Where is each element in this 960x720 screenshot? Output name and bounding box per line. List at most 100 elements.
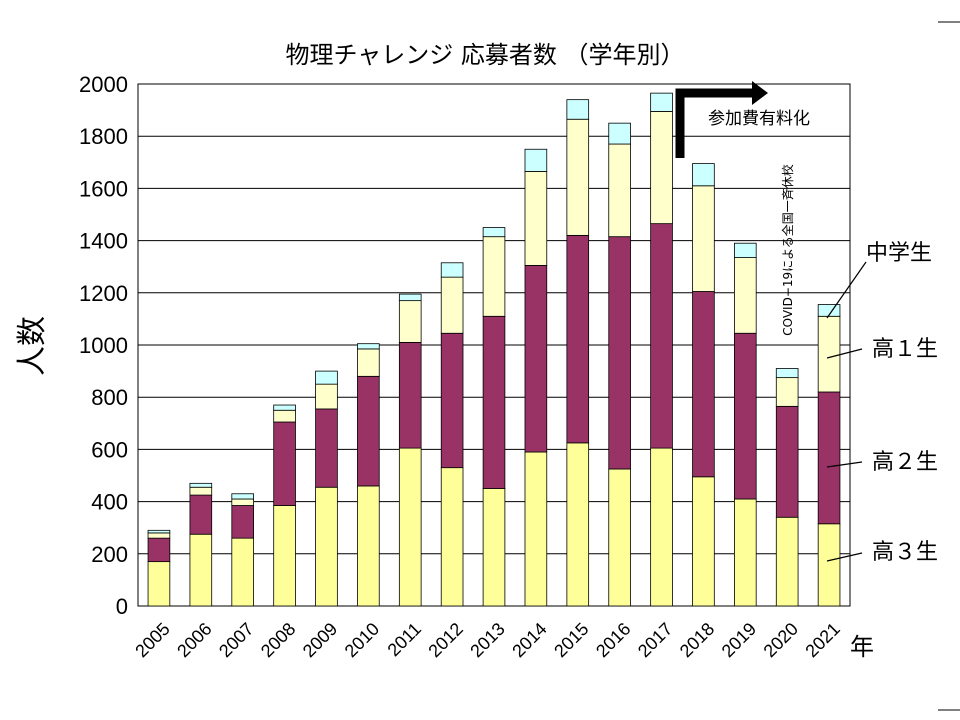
bar-segment-2010-s3 (357, 343, 380, 350)
bar-segment-2020-s2 (775, 377, 799, 407)
legend-kou2: 高２生 (872, 450, 938, 475)
bar-segment-2011-s2 (398, 300, 422, 343)
bar-segment-2016-s3 (608, 122, 631, 145)
legend-chugakusei: 中学生 (866, 241, 932, 266)
bar-segment-2012-s1 (440, 332, 464, 469)
bar-segment-2017-s0 (650, 447, 673, 607)
bars (147, 92, 841, 607)
bar-segment-2016-s0 (608, 468, 631, 607)
bar-segment-2015-s2 (566, 118, 590, 236)
bar-segment-2013-s2 (482, 236, 506, 317)
bar-segment-2020-s1 (775, 405, 799, 518)
y-tick-label: 1400 (79, 229, 128, 254)
x-tick-labels: 2005 2006 2007 2008 2009 2010 2011 2012 2013 2014… (131, 619, 844, 661)
y-tick-label: 600 (91, 437, 128, 462)
bar-segment-2011-s3 (398, 293, 422, 302)
bar-segment-2005-s0 (147, 561, 171, 607)
bar-segment-2008-s3 (273, 404, 296, 411)
bar-segment-2007-s1 (231, 505, 254, 539)
bar-segment-2009-s1 (315, 408, 338, 488)
legend: 中学生 高１生 高２生 高３生 (826, 241, 938, 565)
bar-segment-2009-s3 (315, 370, 338, 385)
bar-segment-2008-s1 (273, 421, 296, 506)
x-tick-label: 2017 (634, 619, 676, 661)
covid-annotation-label: COVID−19による全国一斉休校 (780, 164, 795, 336)
bar-segment-2006-s1 (189, 494, 213, 535)
bar-segment-2015-s3 (566, 99, 590, 120)
bar-segment-2014-s0 (524, 451, 548, 607)
bar-segment-2017-s1 (650, 223, 673, 449)
bar-segment-2009-s2 (315, 383, 338, 410)
fee-arrow-head (752, 81, 768, 105)
x-tick-label: 2009 (299, 619, 341, 661)
bar-segment-2005-s2 (147, 532, 171, 539)
bar-segment-2020-s3 (775, 368, 799, 379)
y-tick-label: 200 (91, 542, 128, 567)
bar-segment-2014-s2 (524, 171, 548, 266)
y-tick-label: 2000 (79, 72, 128, 97)
y-tick-label: 1200 (79, 281, 128, 306)
bar-segment-2007-s2 (231, 498, 254, 506)
bar-segment-2008-s0 (273, 505, 296, 607)
y-tick-label: 800 (91, 385, 128, 410)
x-tick-label: 2012 (424, 619, 466, 661)
bar-segment-2018-s2 (692, 185, 715, 292)
legend-leader-kou2 (826, 461, 863, 468)
bar-segment-2006-s3 (189, 482, 213, 488)
bar-segment-2005-s1 (147, 537, 171, 563)
bar-segment-2016-s1 (608, 236, 631, 470)
bar-segment-2018-s3 (692, 163, 715, 187)
bar-segment-2016-s2 (608, 143, 631, 238)
y-tick-label: 400 (91, 490, 128, 515)
x-axis-label: 年 (850, 633, 874, 661)
y-tick-label: 1800 (79, 124, 128, 149)
bar-segment-2019-s3 (734, 242, 757, 258)
bar-segment-2019-s0 (734, 498, 757, 607)
x-tick-label: 2007 (215, 619, 257, 661)
bar-segment-2008-s2 (273, 409, 296, 423)
fee-annotation-label: 参加費有料化 (708, 109, 810, 129)
bar-segment-2010-s0 (357, 485, 380, 607)
y-tick-label: 1600 (79, 176, 128, 201)
bar-segment-2019-s1 (734, 332, 757, 500)
y-axis-label: 人数 (15, 316, 50, 376)
x-tick-label: 2020 (760, 619, 802, 661)
legend-kou1: 高１生 (872, 337, 938, 362)
bar-segment-2012-s3 (440, 262, 464, 278)
bar-segment-2012-s0 (440, 467, 464, 607)
bar-segment-2020-s0 (775, 516, 799, 607)
bar-segment-2021-s3 (817, 304, 841, 317)
bar-segment-2006-s0 (189, 533, 213, 607)
bar-segment-2018-s0 (692, 476, 715, 607)
bar-segment-2005-s3 (147, 529, 171, 534)
fee-annotation: 参加費有料化 (675, 81, 810, 158)
bar-segment-2015-s1 (566, 234, 590, 444)
x-tick-label: 2016 (592, 619, 634, 661)
bar-segment-2006-s2 (189, 486, 213, 496)
bar-segment-2011-s1 (398, 341, 422, 449)
x-tick-label: 2010 (341, 619, 383, 661)
bar-segment-2021-s2 (817, 315, 841, 393)
bar-segment-2013-s1 (482, 315, 506, 489)
bar-segment-2019-s2 (734, 257, 757, 334)
legend-kou3: 高３生 (872, 540, 938, 565)
legend-leader-chugakusei (826, 261, 867, 319)
bar-segment-2012-s2 (440, 276, 464, 334)
bar-segment-2014-s1 (524, 264, 548, 453)
y-tick-labels: 0 200 400 600 800 1000 1200 1400 1600 1800 2000 (79, 72, 128, 619)
x-tick-label: 2018 (676, 619, 718, 661)
bar-segment-2007-s0 (231, 537, 254, 607)
bar-segment-2017-s3 (650, 92, 673, 112)
x-tick-label: 2021 (801, 619, 843, 661)
bar-segment-2018-s1 (692, 291, 715, 478)
bar-segment-2013-s3 (482, 227, 506, 238)
x-tick-label: 2013 (466, 619, 508, 661)
y-tick-label: 0 (116, 594, 128, 619)
legend-leader-kou3 (826, 552, 863, 562)
legend-leader-kou1 (826, 348, 863, 359)
y-tick-label: 1000 (79, 333, 128, 358)
bar-segment-2010-s1 (357, 375, 380, 487)
bar-segment-2021-s0 (817, 523, 841, 607)
x-tick-label: 2014 (508, 619, 550, 661)
